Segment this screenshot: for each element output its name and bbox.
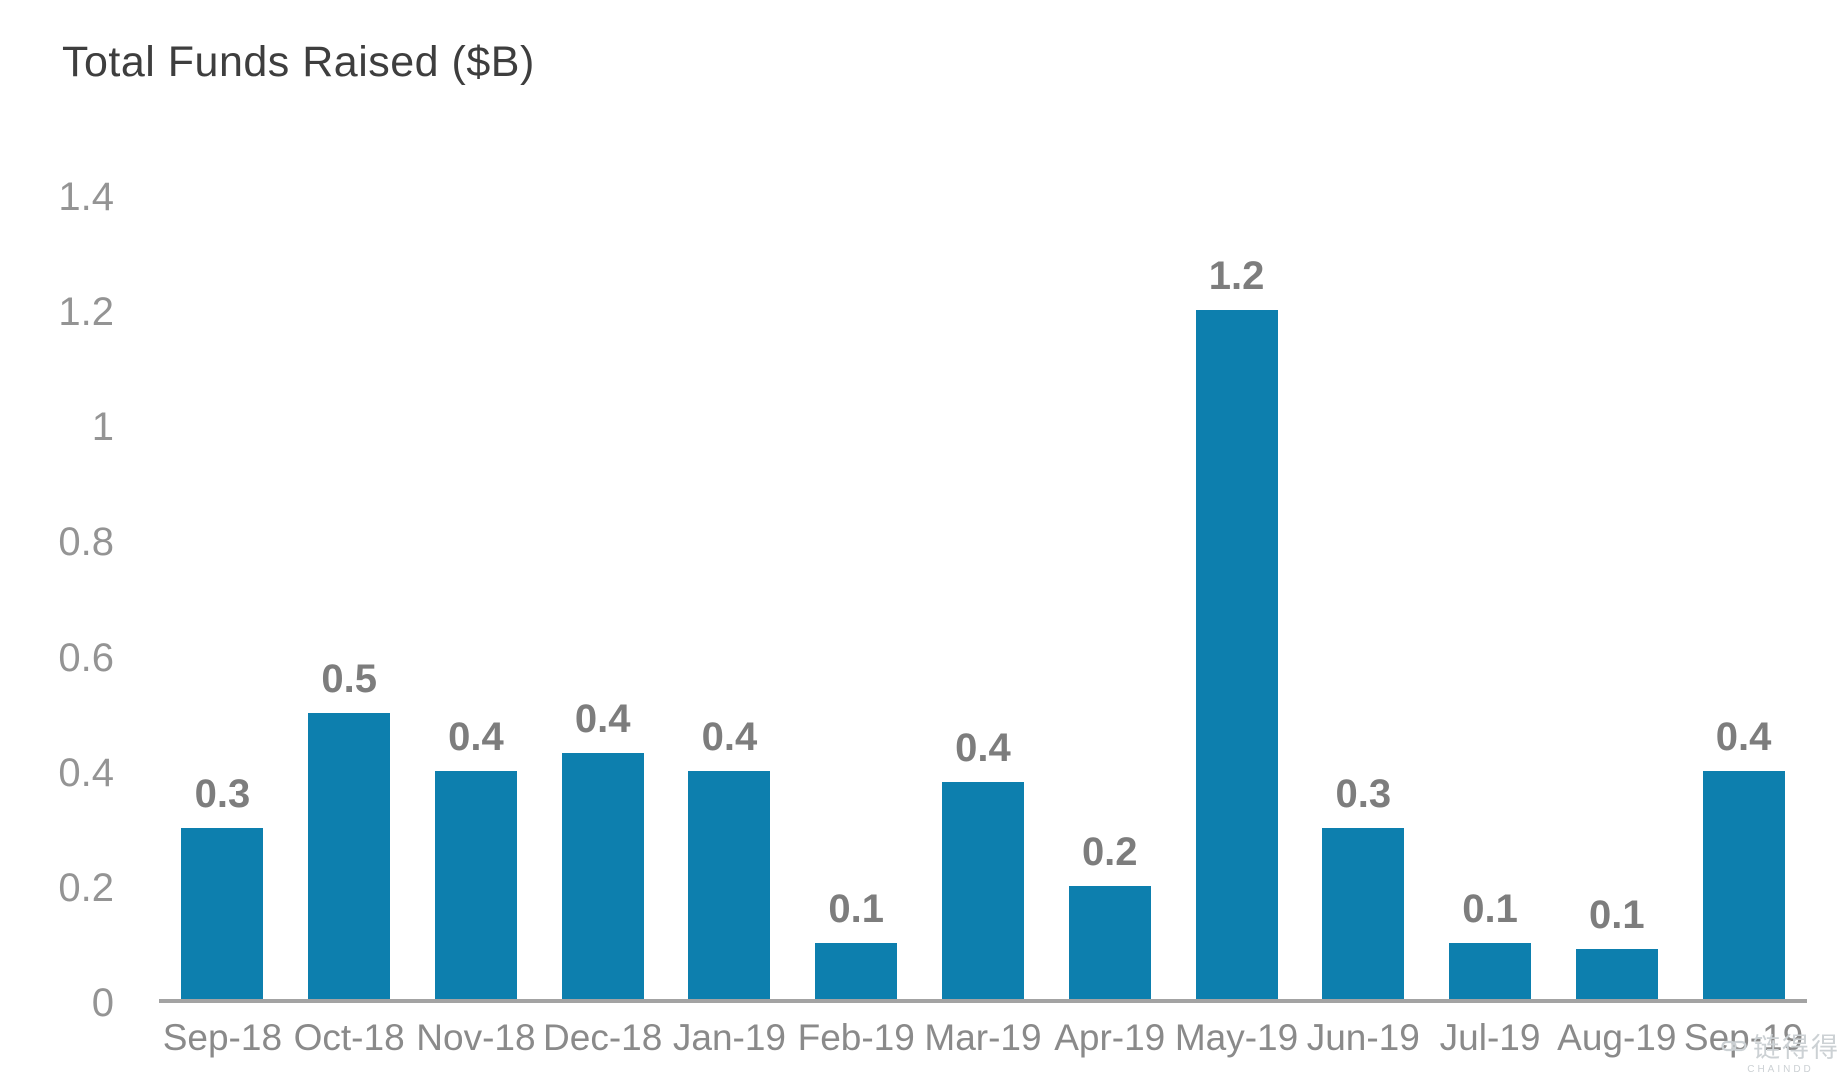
bar-value-label: 0.4 xyxy=(701,715,758,759)
x-axis-tick-label: Jun-19 xyxy=(1306,1017,1420,1058)
y-axis: 0 0.2 0.4 0.6 0.8 1 1.2 1.4 xyxy=(30,0,114,1080)
watermark-text: 链得得 xyxy=(1753,1033,1840,1063)
bar xyxy=(941,782,1024,1001)
x-axis-tick-label: Aug-19 xyxy=(1557,1017,1677,1058)
x-axis-tick-label: Jul-19 xyxy=(1439,1017,1541,1058)
y-axis-tick-label: 1.4 xyxy=(58,175,114,219)
x-axis-tick-label: May-19 xyxy=(1174,1017,1299,1058)
bar-group-jan-19: 0.4 xyxy=(666,195,793,1001)
watermark: 链得得 CHAINDD xyxy=(1721,1033,1840,1076)
bar-value-label: 0.1 xyxy=(1589,893,1645,937)
x-axis-tick-label: Sep-18 xyxy=(162,1017,283,1058)
bar xyxy=(1449,943,1532,1001)
bar-value-label: 0.4 xyxy=(574,697,631,741)
chart-title: Total Funds Raised ($B) xyxy=(62,38,535,86)
bar-value-label: 0.3 xyxy=(1335,772,1392,816)
x-axis-tick-label: Sep-19 xyxy=(1683,1017,1804,1058)
bar-group-sep-19: 0.4 xyxy=(1680,195,1807,1001)
bar-group-dec-18: 0.4 xyxy=(539,195,666,1001)
bar-group-mar-19: 0.4 xyxy=(920,195,1047,1001)
bar xyxy=(688,771,771,1001)
bar-value-label: 0.3 xyxy=(194,772,251,816)
bar xyxy=(1068,886,1151,1001)
bar-group-jun-19: 0.3 xyxy=(1300,195,1427,1001)
bar-group-oct-18: 0.5 xyxy=(286,195,413,1001)
bar-value-label: 0.4 xyxy=(1715,715,1772,759)
y-axis-tick-label: 0.4 xyxy=(58,750,114,795)
y-axis-tick-label: 0 xyxy=(91,981,114,1025)
x-axis-line xyxy=(159,999,1807,1003)
bar xyxy=(1195,310,1278,1001)
bar xyxy=(1702,771,1785,1001)
watermark-subtext: CHAINDD xyxy=(1747,1064,1814,1075)
bar-value-label: 0.5 xyxy=(321,657,377,701)
bar-group-apr-19: 0.2 xyxy=(1046,195,1173,1001)
bar xyxy=(1575,949,1658,1001)
bar-group-feb-19: 0.1 xyxy=(793,195,920,1001)
bar-group-aug-19: 0.1 xyxy=(1553,195,1680,1001)
bar-value-label: 0.4 xyxy=(448,715,504,759)
bar-group-sep-18: 0.3 xyxy=(159,195,286,1001)
bar-value-label: 0.4 xyxy=(955,726,1011,770)
x-axis-tick-label: Mar-19 xyxy=(924,1017,1042,1058)
x-axis-tick-label: Apr-19 xyxy=(1054,1017,1166,1058)
y-axis-tick-label: 0.2 xyxy=(58,865,114,910)
y-axis-tick-label: 1 xyxy=(91,405,114,450)
bar xyxy=(434,771,517,1001)
watermark-row: 链得得 xyxy=(1721,1033,1840,1063)
bar-group-may-19: 1.2 xyxy=(1173,195,1300,1001)
x-axis-tick-label: Jan-19 xyxy=(672,1017,787,1058)
bar xyxy=(308,713,391,1001)
bar-value-label: 0.2 xyxy=(1081,830,1138,874)
bar-group-jul-19: 0.1 xyxy=(1427,195,1554,1001)
bar xyxy=(181,828,264,1001)
x-axis-tick-label: Feb-19 xyxy=(797,1017,915,1058)
bar-value-label: 0.1 xyxy=(1462,887,1518,931)
y-axis-tick-label: 0.8 xyxy=(58,520,114,565)
bar xyxy=(561,753,644,1001)
bar-value-label: 0.1 xyxy=(828,887,885,931)
bar xyxy=(815,943,898,1001)
bar-group-nov-18: 0.4 xyxy=(413,195,540,1001)
x-axis: Sep-18 Oct-18 Nov-18 Dec-18 Jan-19 Feb-19 Mar-… xyxy=(159,1016,1807,1060)
x-axis-tick-label: Dec-18 xyxy=(543,1017,663,1058)
bar-value-label: 1.2 xyxy=(1208,254,1265,298)
plot-area: 0.3 0.5 0.4 0.4 0.4 0.1 0.4 0.2 1.2 0.3 0.1 0.1 0.4 xyxy=(159,195,1807,1001)
y-axis-tick-label: 0.6 xyxy=(58,635,114,680)
x-axis-tick-label: Nov-18 xyxy=(416,1017,536,1058)
x-axis-tick-label: Oct-18 xyxy=(293,1017,405,1058)
chain-link-icon xyxy=(1721,1037,1747,1060)
bar xyxy=(1322,828,1405,1001)
y-axis-tick-label: 1.2 xyxy=(58,290,114,335)
